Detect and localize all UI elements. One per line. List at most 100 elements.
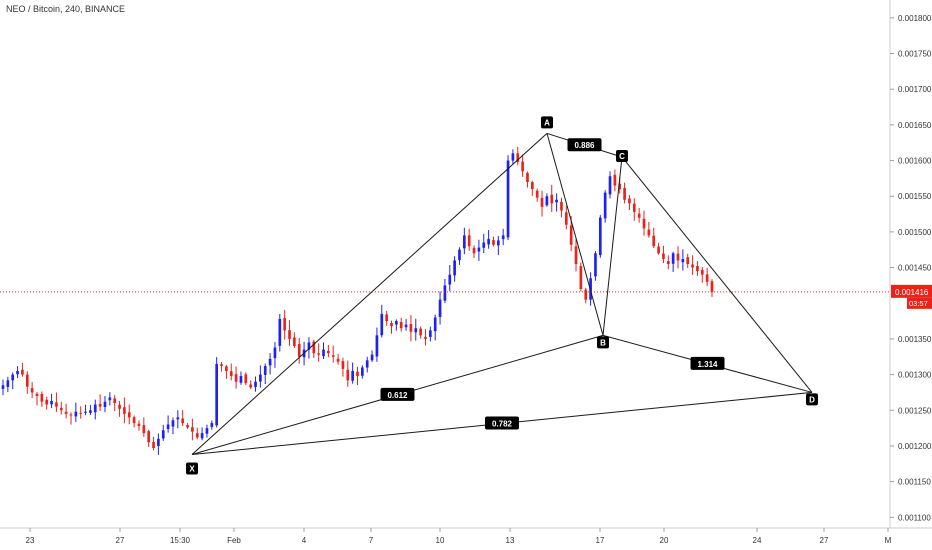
candle-body (399, 322, 403, 329)
candle-body (662, 253, 665, 260)
candle-body (584, 289, 588, 300)
y-tick-label: 0.001100 (898, 513, 931, 522)
candle-body (385, 314, 388, 322)
candle-body (540, 197, 544, 207)
candle-body (579, 266, 583, 289)
point-label-b-box (597, 336, 609, 349)
candle-body (244, 374, 248, 384)
candle-body (705, 274, 709, 282)
candle-body (215, 363, 219, 426)
candle-body (132, 417, 136, 424)
x-tick-label: 10 (436, 536, 445, 545)
candle-body (681, 259, 685, 263)
candle-body (137, 423, 141, 426)
candle-body (453, 260, 456, 276)
candle-body (64, 411, 68, 414)
candle-body (118, 404, 121, 409)
candle-body (652, 235, 656, 247)
candle-body (35, 393, 39, 396)
candle-body (594, 253, 597, 277)
candle-body (419, 328, 422, 336)
ratio-label: 0.886 (574, 141, 595, 150)
candle-body (293, 337, 296, 347)
point-label-b: B (600, 338, 606, 347)
candle-body (710, 281, 714, 292)
y-tick-label: 0.001550 (898, 192, 932, 201)
candle-body (50, 400, 53, 405)
candle-body (25, 374, 29, 387)
ratio-label-box (567, 138, 602, 152)
candle-body (676, 253, 680, 261)
point-label-c: C (619, 152, 625, 161)
y-tick-label: 0.001500 (898, 228, 932, 237)
candle-body (623, 188, 626, 200)
ratio-label: 0.612 (387, 391, 408, 400)
point-label-c-box (616, 149, 628, 162)
candle-body (263, 366, 267, 375)
candle-body (516, 153, 520, 162)
candle-body (259, 374, 262, 382)
y-tick-label: 0.001450 (898, 264, 932, 273)
candle-body (642, 218, 646, 229)
y-tick-label: 0.001350 (898, 335, 932, 344)
candle-body (239, 376, 243, 383)
candle-body (666, 261, 670, 264)
candle-body (657, 246, 660, 254)
candle-body (443, 285, 447, 301)
candle-body (628, 198, 631, 204)
candle-body (6, 380, 10, 387)
candle-body (545, 196, 549, 206)
candle-body (472, 247, 476, 254)
y-tick-label: 0.001200 (898, 442, 932, 451)
candle-body (361, 367, 364, 376)
candle-body (506, 160, 510, 238)
candle-body (613, 174, 617, 186)
candle-body (234, 374, 238, 382)
candle-body (171, 420, 175, 427)
candle-body (331, 355, 335, 357)
ratio-label-box (380, 387, 415, 401)
candle-body (152, 442, 155, 449)
y-tick-label: 0.001750 (898, 50, 932, 59)
candle-body (200, 433, 204, 439)
candle-body (166, 424, 170, 429)
candle-body (429, 330, 432, 337)
candle-body (569, 225, 573, 245)
candle-body (79, 412, 83, 414)
candle-body (467, 235, 471, 247)
last-price-value: 0.001416 (895, 288, 929, 297)
candle-body (336, 358, 340, 362)
candle-body (390, 323, 393, 327)
price-layer: 0.001416 03:57 (0, 284, 932, 309)
candle-body (598, 217, 602, 256)
candle-body (414, 328, 418, 333)
candle-body (696, 265, 699, 272)
candle-body (521, 161, 524, 172)
candle-body (564, 212, 568, 225)
harmonic-pattern[interactable]: X A B C D 0.886 0.612 1.314 0.782 (186, 116, 818, 475)
last-price-tag (891, 284, 932, 298)
candle-body (21, 369, 24, 375)
y-tick-label: 0.001650 (898, 121, 932, 130)
candle-body (220, 364, 223, 367)
candle-body (341, 361, 345, 369)
candle-body (142, 425, 146, 434)
candle-body (273, 347, 277, 359)
x-tick-label: 24 (753, 536, 762, 545)
candle-body (89, 410, 92, 413)
candle-body (574, 246, 578, 264)
ratio-label-box (485, 416, 519, 430)
candle-body (511, 153, 515, 161)
ratio-label-box (690, 356, 725, 370)
candle-body (210, 423, 214, 427)
candle-body (686, 257, 690, 264)
candle-body (526, 172, 529, 182)
candle-body (492, 240, 495, 245)
candle-body (249, 384, 252, 388)
candle-body (327, 350, 330, 354)
candle-body (11, 374, 15, 381)
x-tick-label: Feb (227, 536, 241, 545)
candle-body (229, 371, 233, 377)
